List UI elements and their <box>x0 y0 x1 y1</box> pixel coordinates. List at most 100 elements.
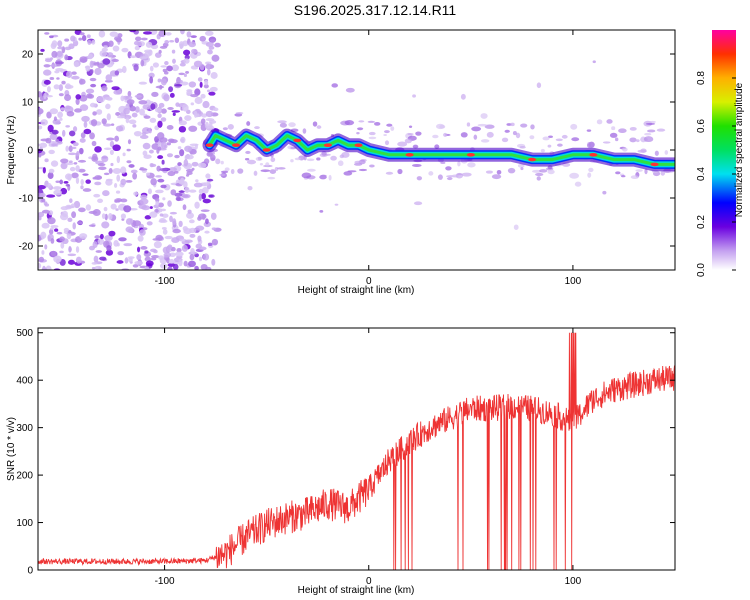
noise-blob <box>183 260 188 267</box>
noise-blob <box>65 105 71 110</box>
noise-blob <box>184 145 193 152</box>
noise-blob <box>96 61 100 65</box>
noise-blob <box>111 86 120 91</box>
noise-blob <box>85 88 95 94</box>
noise-blob <box>588 167 594 173</box>
noise-blob <box>47 235 52 242</box>
noise-blob <box>50 160 59 167</box>
track-peak <box>466 153 475 157</box>
noise-blob <box>65 83 71 90</box>
noise-blob <box>140 59 145 67</box>
track-peak <box>650 162 659 167</box>
noise-blob <box>96 109 103 115</box>
noise-blob <box>602 141 611 144</box>
noise-blob <box>374 121 381 126</box>
noise-blob <box>122 152 126 157</box>
noise-blob <box>114 199 121 203</box>
noise-blob <box>106 245 112 252</box>
noise-blob <box>592 60 596 64</box>
noise-blob <box>142 142 151 150</box>
noise-blob <box>368 136 377 140</box>
noise-blob <box>369 164 375 168</box>
noise-blob <box>536 82 542 89</box>
noise-blob <box>574 181 582 187</box>
noise-blob <box>440 161 446 164</box>
noise-blob <box>105 74 113 82</box>
noise-blob <box>205 266 212 270</box>
noise-blob <box>89 69 94 74</box>
noise-blob <box>127 256 135 259</box>
noise-blob <box>412 144 419 149</box>
noise-blob <box>155 201 160 206</box>
noise-blob <box>132 172 138 180</box>
colorbar: 0.0 0.2 0.4 0.6 0.8 Normalized spectral ampl… <box>696 30 745 277</box>
noise-blob <box>181 244 188 252</box>
noise-blob <box>195 179 199 183</box>
noise-blob <box>169 40 175 43</box>
noise-blob <box>53 189 62 196</box>
noise-blob <box>38 185 46 190</box>
noise-blob <box>53 84 60 90</box>
noise-blob <box>128 164 135 168</box>
noise-blob <box>77 159 87 163</box>
noise-blob <box>44 203 50 207</box>
noise-blob <box>115 208 119 211</box>
noise-blob <box>123 243 133 247</box>
noise-blob <box>96 96 105 103</box>
noise-blob <box>209 194 215 198</box>
noise-blob <box>44 244 48 250</box>
noise-blob <box>186 169 194 173</box>
noise-blob <box>397 141 408 147</box>
noise-blob <box>78 207 86 213</box>
noise-blob <box>385 171 394 175</box>
noise-blob <box>65 145 69 152</box>
noise-blob <box>123 107 130 115</box>
spec-xtick-label: -100 <box>155 276 175 287</box>
noise-blob <box>149 117 157 123</box>
noise-blob <box>55 61 64 65</box>
noise-blob <box>412 94 416 98</box>
noise-blob <box>157 202 164 208</box>
noise-blob <box>83 128 92 135</box>
spec-ytick-label: 10 <box>22 98 34 109</box>
noise-blob <box>94 235 101 239</box>
noise-blob <box>337 160 344 167</box>
noise-blob <box>63 180 69 184</box>
noise-blob <box>181 104 189 112</box>
noise-blob <box>198 256 203 262</box>
noise-blob <box>134 45 140 51</box>
noise-blob <box>47 183 52 189</box>
noise-blob <box>101 118 107 125</box>
snr-background <box>38 328 675 570</box>
noise-blob <box>136 254 142 261</box>
noise-blob <box>174 192 183 197</box>
noise-blob <box>178 190 185 193</box>
noise-blob <box>167 138 175 143</box>
track-peak <box>293 138 302 143</box>
noise-blob <box>179 149 185 157</box>
noise-blob <box>178 125 187 133</box>
noise-blob <box>174 84 183 87</box>
noise-blob <box>166 65 173 72</box>
noise-blob <box>205 218 209 225</box>
noise-blob <box>188 81 197 88</box>
noise-blob <box>94 146 102 153</box>
noise-blob <box>569 172 580 179</box>
noise-blob <box>178 179 185 185</box>
noise-blob <box>79 32 85 36</box>
noise-blob <box>129 106 137 112</box>
spec-xtick-label: 100 <box>565 276 582 287</box>
noise-blob <box>212 107 219 112</box>
noise-blob <box>104 213 108 221</box>
noise-blob <box>416 176 423 181</box>
noise-blob <box>68 145 73 152</box>
noise-blob <box>167 171 176 177</box>
noise-blob <box>175 196 181 202</box>
noise-blob <box>79 58 88 63</box>
noise-blob <box>171 110 181 113</box>
noise-blob <box>144 215 152 220</box>
noise-blob <box>64 46 72 51</box>
noise-blob <box>110 123 115 126</box>
noise-blob <box>205 173 211 179</box>
spectrogram-signal-track <box>202 128 675 172</box>
